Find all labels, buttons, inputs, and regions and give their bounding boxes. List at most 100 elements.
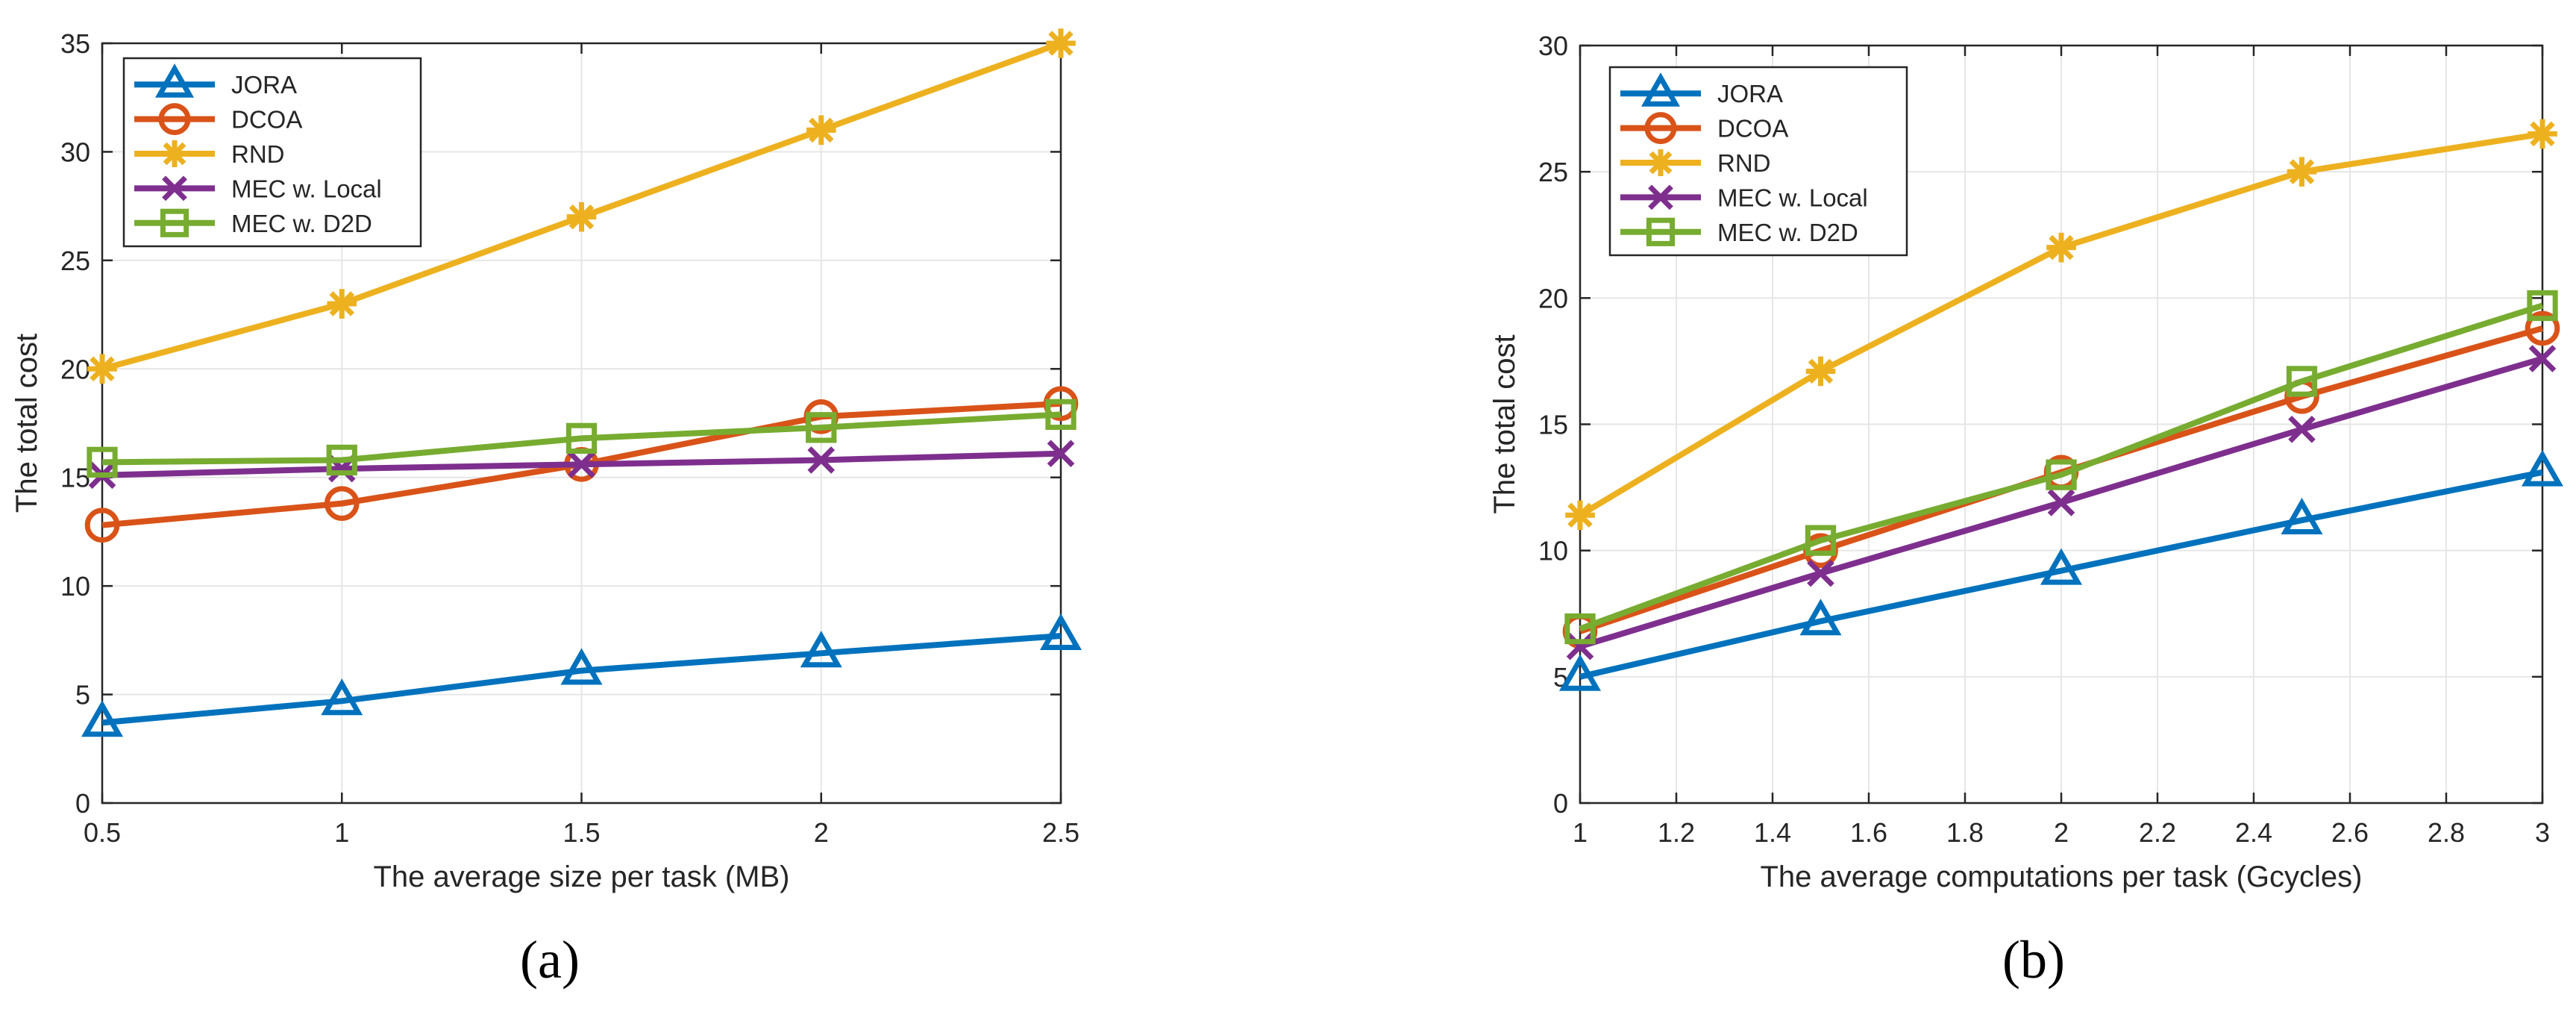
chart-b-series-0-point-1 [1799, 599, 1842, 636]
chart-b-legend-item-4: MEC w. D2D [1620, 217, 1858, 246]
chart-b-ytick-label-3: 15 [1538, 410, 1568, 440]
chart-b-legend-label-2: RND [1717, 149, 1771, 177]
chart-b-series-0-line [1579, 469, 2543, 680]
chart-a-legend-marker-0 [154, 63, 195, 98]
chart-b-panel-label: (b) [2002, 930, 2065, 990]
chart-b-series-4-point-0 [1564, 613, 1596, 645]
chart-a-legend-marker-4 [160, 208, 189, 237]
chart-b-ytick-label-6: 30 [1538, 31, 1568, 61]
chart-a-legend-item-4: MEC w. D2D [134, 208, 372, 237]
chart-b-series-3-point-3 [2288, 415, 2316, 443]
chart-b-series-4-point-3 [2286, 366, 2318, 397]
chart-b-xtick-label-1: 1.2 [1658, 817, 1695, 848]
chart-a-series-2-point-4 [1046, 28, 1076, 58]
chart-a-panel-label: (a) [520, 930, 580, 990]
chart-a-series-3-point-3-stroke-2 [807, 446, 836, 474]
chart-b-series-3-point-1 [1807, 559, 1834, 587]
chart-a-xtick-label-2: 1.5 [562, 817, 600, 848]
chart-a-ytick-label-6: 30 [60, 137, 90, 167]
chart-b-series-3-point-0 [1566, 632, 1594, 660]
chart-a-xtick-label-4: 2.5 [1042, 817, 1079, 848]
chart-a-series-0 [81, 613, 1082, 737]
chart-a-legend-item-0: JORA [134, 63, 297, 99]
chart-b-series-0-point-2 [2040, 548, 2083, 585]
chart-a-ytick-label-1: 5 [75, 680, 90, 710]
chart-a-series-1-point-1 [324, 486, 360, 521]
chart-a-legend-label-3: MEC w. Local [231, 175, 382, 202]
chart-b-series-2-point-0-stroke-4 [1567, 502, 1593, 528]
chart-b-series-3 [1566, 345, 2557, 660]
chart-b-series-3-point-1-stroke-2 [1807, 559, 1834, 587]
chart-b-xtick-label-4: 1.8 [1946, 817, 1984, 848]
chart-a-legend-marker-2 [161, 140, 188, 167]
chart-b-xlabel: The average computations per task (Gcycl… [1760, 860, 2362, 893]
chart-b-legend-item-3: MEC w. Local [1620, 184, 1868, 211]
chart-a-legend-item-3: MEC w. Local [134, 175, 382, 202]
chart-b-series-0 [1558, 449, 2564, 691]
chart-a-ytick-label-7: 35 [60, 28, 90, 59]
chart-b-legend-marker-1 [1644, 112, 1677, 145]
chart-b-legend-label-0: JORA [1717, 80, 1783, 107]
chart-b-series-3-point-0-stroke-2 [1566, 632, 1594, 660]
chart-a-legend-label-0: JORA [231, 71, 297, 99]
chart-a-series-3 [88, 440, 1075, 490]
chart-a-xtick-label-3: 2 [814, 817, 829, 848]
chart-b-series-2-point-0 [1565, 500, 1595, 531]
chart-b-series-2-point-4-stroke-4 [2530, 121, 2555, 147]
chart-a-ytick-label-0: 0 [75, 788, 90, 819]
chart-a-series-0-point-0 [81, 700, 124, 737]
chart-a-legend-marker-2-stroke-4 [163, 142, 187, 166]
chart-b-series-2-point-1 [1805, 356, 1836, 387]
chart-b-series-4 [1564, 290, 2558, 645]
chart-b-series-0-point-3 [2281, 497, 2323, 534]
chart-b-xtick-label-3: 1.6 [1850, 817, 1887, 848]
chart-a-series-4-point-4 [1045, 399, 1077, 431]
chart-b-ytick-label-4: 20 [1538, 283, 1568, 313]
chart-a-series-2-point-4-stroke-4 [1048, 31, 1074, 56]
chart-b-xtick-label-6: 2.2 [2139, 817, 2176, 848]
chart-a-ylabel: The total cost [10, 334, 43, 513]
chart-b-legend-label-3: MEC w. Local [1717, 184, 1868, 211]
chart-a-legend-label-4: MEC w. D2D [231, 210, 372, 237]
chart-b-ytick-label-5: 25 [1538, 157, 1568, 187]
chart-b-ytick-label-2: 10 [1538, 536, 1568, 566]
chart-b-series-1-point-4 [2525, 310, 2560, 346]
chart-b-series-3-point-3-stroke-2 [2288, 415, 2316, 443]
chart-b-xtick-label-5: 2 [2054, 817, 2069, 848]
chart-b: 1 1.2 1.4 1.6 1.8 2 2.2 2.4 2.6 2.8 3051015202530T… [1488, 31, 2564, 990]
chart-a-legend-item-2: RND [134, 140, 285, 168]
chart-a-series-4-point-2 [565, 422, 598, 455]
chart-b-series-3-point-4 [2528, 345, 2557, 372]
chart-b-series-0-point-0 [1558, 654, 1602, 691]
chart-a-legend-marker-1 [158, 103, 191, 136]
chart-b-legend-marker-2 [1647, 149, 1674, 176]
chart-b-xtick-label-2: 1.4 [1754, 817, 1791, 848]
chart-a-series-4-line [101, 411, 1062, 466]
chart-a-legend: JORA DCOA RND MEC w. Local MEC w. D2D [122, 57, 422, 248]
chart-a-series-2-point-2-stroke-4 [568, 204, 595, 230]
chart-b-series-4-point-2 [2046, 459, 2077, 490]
chart-b-legend-marker-0 [1640, 72, 1681, 107]
chart-b-series-4-line [1579, 302, 2544, 632]
chart-a-series-4-point-0 [87, 446, 118, 478]
chart-b-xtick-label-9: 2.8 [2428, 817, 2465, 848]
chart-b-series-3-point-4-stroke-2 [2528, 345, 2557, 372]
chart-b-legend-marker-4 [1646, 217, 1676, 246]
chart-b-series-2 [1565, 119, 2557, 531]
chart-a-series-2-point-2 [566, 202, 597, 232]
chart-a-series-4 [87, 399, 1077, 478]
chart-b-series-3-point-2 [2047, 489, 2075, 516]
chart-a-series-2-point-3 [806, 115, 836, 146]
chart-b-series-4-point-1 [1805, 525, 1837, 556]
chart-b-ytick-label-0: 0 [1553, 788, 1568, 819]
chart-a-series-2-point-0-stroke-4 [90, 356, 115, 382]
chart-b-series-2-point-4 [2528, 119, 2557, 149]
chart-a-series-2 [87, 28, 1076, 384]
chart-a-series-0-line [101, 633, 1062, 726]
chart-a-ytick-label-3: 15 [60, 463, 90, 493]
chart-a-legend-marker-3-stroke-2 [162, 175, 187, 202]
chart-a-series-3-point-3 [807, 446, 836, 474]
chart-b-series-0-point-4 [2521, 449, 2564, 487]
